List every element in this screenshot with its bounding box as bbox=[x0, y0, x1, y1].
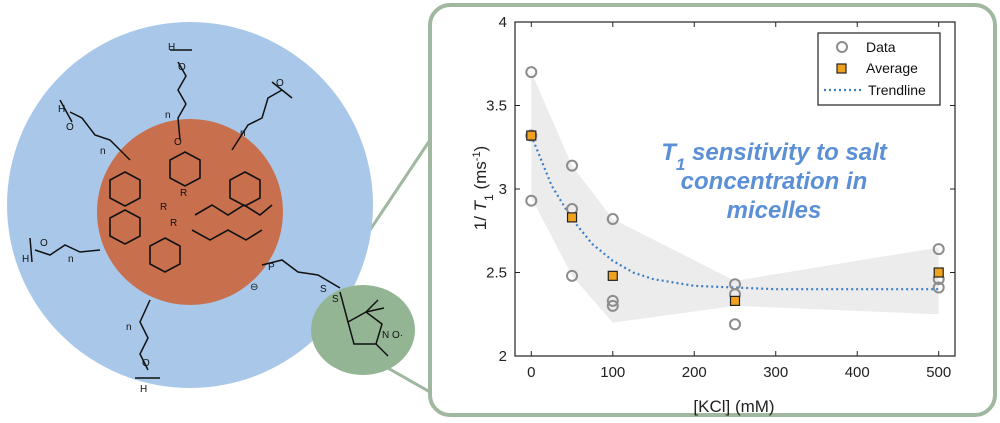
oxygen-label: O bbox=[66, 122, 74, 133]
benzene-ring bbox=[169, 151, 201, 187]
core-alkyl-chain bbox=[194, 204, 273, 216]
sulfur-label: S bbox=[320, 284, 327, 295]
nitrogen-label: N bbox=[382, 330, 389, 341]
y-tick-label: 3.5 bbox=[486, 98, 507, 115]
polymer-chains bbox=[29, 49, 341, 379]
average-point bbox=[729, 295, 741, 306]
probe-ellipse bbox=[311, 285, 415, 375]
r-group-label: R bbox=[180, 188, 187, 199]
x-axis-label: [KCl] (mM) bbox=[693, 397, 774, 416]
data-point bbox=[606, 299, 619, 312]
chart-panel bbox=[428, 3, 997, 417]
legend-label-data: Data bbox=[866, 39, 896, 55]
average-point bbox=[607, 270, 618, 281]
average-point bbox=[566, 212, 578, 223]
probe-methyl bbox=[375, 343, 389, 357]
peg-chain-bottom bbox=[139, 299, 151, 371]
x-tick-label: 200 bbox=[682, 364, 707, 381]
oxygen-label: O bbox=[142, 358, 150, 369]
oxygen-label: O bbox=[178, 62, 186, 73]
hydrogen-label: H bbox=[140, 384, 147, 395]
core-alkyl-chain bbox=[191, 229, 263, 241]
pyrroline-ring bbox=[347, 311, 383, 345]
probe-tether bbox=[261, 259, 341, 289]
data-point bbox=[525, 66, 538, 79]
x-tick-label: 0 bbox=[527, 364, 535, 381]
probe-bond bbox=[339, 291, 349, 323]
repeat-unit-label: n bbox=[165, 110, 171, 121]
peg-chain-top bbox=[177, 61, 187, 141]
nitroxide-probe: S S N O· bbox=[311, 284, 415, 375]
y-tick-label: 4 bbox=[499, 14, 507, 31]
hydrogen-label: H bbox=[58, 104, 65, 115]
data-point bbox=[606, 294, 619, 307]
x-tick-label: 500 bbox=[926, 364, 951, 381]
peg-chain-upper-left bbox=[69, 111, 131, 161]
repeat-unit-label: n bbox=[68, 254, 74, 265]
micelle-illustration: H O n O H O n O n H O n n O H R R R P ⊖ bbox=[7, 22, 373, 395]
hydrogen-label: H bbox=[168, 42, 175, 53]
chemical-labels: H O n O H O n O n H O n n O H R R R P ⊖ bbox=[22, 42, 284, 395]
annotation-line-1: T1 sensitivity to salt bbox=[661, 139, 888, 174]
confidence-band bbox=[531, 72, 939, 323]
x-tick-label: 100 bbox=[600, 364, 625, 381]
x-tick-label: 400 bbox=[845, 364, 870, 381]
chain-bracket bbox=[29, 237, 33, 263]
legend-label-trendline: Trendline bbox=[868, 82, 926, 98]
y-tick-label: 2 bbox=[499, 348, 507, 365]
y-tick-label: 3 bbox=[499, 181, 507, 198]
y-tick-label: 2.5 bbox=[486, 265, 507, 282]
benzene-ring bbox=[149, 237, 181, 273]
annotation-line-3: micelles bbox=[727, 197, 822, 224]
core-aromatic-rings bbox=[109, 151, 273, 273]
legend-data-marker bbox=[836, 41, 848, 53]
oxygen-label: O bbox=[40, 238, 48, 249]
chain-bracket bbox=[59, 99, 73, 123]
hydrogen-label: H bbox=[22, 254, 29, 265]
oxygen-label: O bbox=[174, 137, 182, 148]
probe-methyl bbox=[365, 307, 385, 313]
r-group-label: R bbox=[170, 218, 177, 229]
legend-label-average: Average bbox=[866, 60, 918, 76]
oxygen-radical-label: O· bbox=[392, 330, 403, 341]
legend-average-marker bbox=[836, 63, 847, 74]
data-point bbox=[932, 281, 945, 294]
annotation-line-2: concentration in bbox=[681, 168, 868, 195]
data-point bbox=[525, 194, 538, 207]
phosphorus-label: P bbox=[268, 262, 275, 273]
r-group-label: R bbox=[160, 202, 167, 213]
chart-annotation: T1 sensitivity to salt concentration in … bbox=[661, 139, 888, 224]
data-point bbox=[932, 243, 945, 256]
data-point bbox=[606, 213, 619, 226]
y-axis-label: 1/ T1 (ms-1) bbox=[471, 146, 496, 230]
legend: Data Average Trendline bbox=[817, 32, 941, 106]
repeat-unit-label: n bbox=[100, 146, 106, 157]
peg-chain-left bbox=[34, 244, 101, 256]
probe-methyl bbox=[365, 299, 379, 313]
micelle-core bbox=[97, 119, 283, 305]
x-tick-label: 300 bbox=[763, 364, 788, 381]
data-point bbox=[566, 159, 579, 172]
data-points bbox=[525, 66, 945, 331]
axis-ticks: 0 100 200 300 400 500 2 2.5 3 3.5 4 bbox=[486, 14, 955, 381]
average-point bbox=[933, 267, 944, 278]
benzene-ring bbox=[109, 209, 141, 245]
charge-label: ⊖ bbox=[250, 282, 258, 293]
data-point bbox=[729, 318, 741, 331]
sulfur-label: S bbox=[332, 294, 339, 305]
benzene-ring bbox=[109, 171, 141, 207]
average-point bbox=[526, 130, 537, 141]
repeat-unit-label: n bbox=[240, 128, 246, 139]
oxygen-label: O bbox=[276, 78, 284, 89]
data-point bbox=[566, 269, 579, 282]
peg-chain-upper-right bbox=[231, 89, 283, 151]
t1-salt-chart: 0 100 200 300 400 500 2 2.5 3 3.5 4 [KCl] (mM) 1/ … bbox=[471, 14, 956, 416]
repeat-unit-label: n bbox=[126, 322, 132, 333]
chain-bracket bbox=[271, 81, 293, 99]
probe-ring bbox=[339, 291, 389, 357]
